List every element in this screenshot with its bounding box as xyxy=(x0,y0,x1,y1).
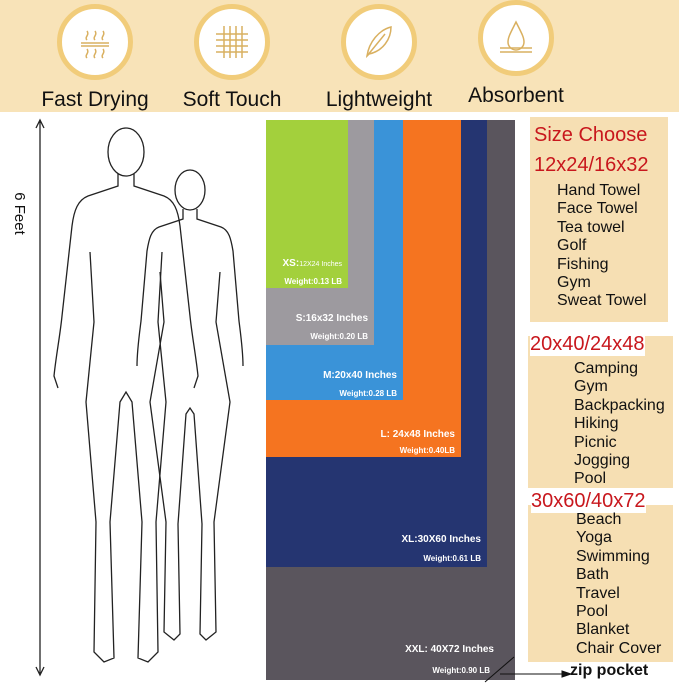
use-list: Camping Gym Backpacking Hiking Picnic Jogging… xyxy=(574,360,665,489)
use-item: Face Towel xyxy=(557,200,638,218)
use-item: Fast Drying xyxy=(41,88,149,111)
height-label: 6 Feet xyxy=(10,192,28,235)
use-item: L: 24x48 Inches xyxy=(380,429,455,440)
use-item: Bath xyxy=(576,566,609,584)
female-figure-outline xyxy=(136,169,244,641)
use-item: Pool xyxy=(574,470,607,488)
use-item: Backpacking xyxy=(574,396,665,414)
use-item: Camping xyxy=(574,360,639,377)
heat-waves-icon xyxy=(81,30,109,59)
use-item: Yoga xyxy=(576,529,612,547)
weave-icon xyxy=(216,26,248,58)
use-item: Golf xyxy=(557,237,587,255)
use-item: Gym xyxy=(574,378,608,396)
use-item: Chair Cover xyxy=(576,639,662,657)
use-item: Weight:0.28 LB xyxy=(339,389,397,398)
size-xs: XS:12X24 Inches Weight:0.13 LB xyxy=(266,120,348,288)
use-item: XL:30X60 Inches xyxy=(401,534,481,545)
use-item: Weight:0.13 LB xyxy=(284,277,342,286)
feather-icon xyxy=(365,26,392,59)
size-panel-large xyxy=(528,505,673,662)
group-heading: 30x60/40x72 xyxy=(531,490,646,513)
use-item: Picnic xyxy=(574,433,617,451)
use-list: Beach Yoga Swimming Bath Travel Pool Blanket Ch… xyxy=(576,511,661,658)
use-item: Weight:0.40LB xyxy=(399,446,455,455)
feature-fast-drying: Fast Drying xyxy=(30,4,160,112)
use-item: XS: xyxy=(282,258,300,269)
use-item: Blanket xyxy=(576,621,630,639)
use-item: Weight:0.61 LB xyxy=(423,554,481,563)
use-item: Fishing xyxy=(557,255,609,273)
use-item: Jogging xyxy=(574,452,631,470)
feature-absorbent: Absorbent xyxy=(451,0,581,108)
use-item: Weight:0.90 LB xyxy=(432,666,490,675)
use-item: Pool xyxy=(576,603,609,621)
use-item: Beach xyxy=(576,511,622,528)
use-item: Tea towel xyxy=(557,218,625,236)
use-item: Soft Touch xyxy=(182,88,282,111)
use-item: XXL: 40X72 Inches xyxy=(405,644,494,655)
use-item: Gym xyxy=(557,274,591,292)
height-arrow xyxy=(35,118,45,677)
use-item: Hiking xyxy=(574,415,619,433)
zip-pocket-label: zip pocket xyxy=(570,662,649,679)
feature-lightweight: Lightweight xyxy=(314,4,444,112)
use-item: Absorbent xyxy=(468,84,564,107)
use-item: S:16x32 Inches xyxy=(295,313,368,324)
use-item: Travel xyxy=(576,584,620,602)
use-item: Hand Towel xyxy=(557,182,641,199)
use-list: Hand Towel Face Towel Tea towel Golf Fishing… xyxy=(557,182,647,311)
feature-soft-touch: Soft Touch xyxy=(167,4,297,112)
use-item: M:20x40 Inches xyxy=(323,370,397,381)
male-figure-outline xyxy=(53,127,199,663)
group-heading: 20x40/24x48 xyxy=(530,333,645,356)
use-item: Swimming xyxy=(576,547,650,565)
use-item: Sweat Towel xyxy=(557,292,647,310)
size-panel-small xyxy=(530,117,668,322)
zip-pocket-arrow-icon xyxy=(484,656,573,683)
size-panel-medium xyxy=(528,336,673,488)
use-item: Weight:0.20 LB xyxy=(310,332,368,341)
water-drop-icon xyxy=(500,20,532,53)
size-choose-title: Size Choose xyxy=(534,124,648,146)
use-item: Lightweight xyxy=(325,88,433,111)
human-silhouettes xyxy=(35,118,244,677)
use-item: 12X24 Inches xyxy=(299,261,342,268)
group-heading: 12x24/16x32 xyxy=(534,154,649,176)
